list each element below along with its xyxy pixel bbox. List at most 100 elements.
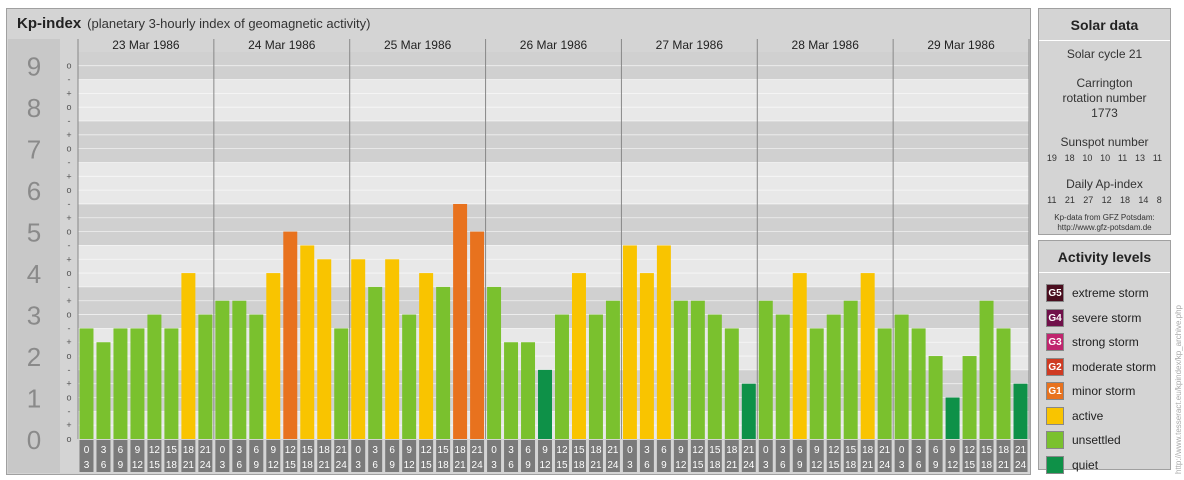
y-subtick-label: o [66, 61, 71, 71]
hour-end-label: 3 [627, 460, 633, 471]
kp-bar [215, 300, 230, 439]
hour-end-label: 18 [845, 460, 857, 471]
legend-swatch: G3 [1046, 333, 1064, 352]
kp-bar [724, 328, 739, 439]
hour-label-box [130, 440, 145, 472]
hour-end-label: 6 [508, 460, 514, 471]
y-subtick-label: - [68, 75, 71, 85]
hour-label-box [249, 440, 264, 472]
y-subtick-label: + [66, 171, 71, 181]
kp-bar [826, 314, 841, 439]
y-tick-label: 2 [27, 342, 41, 372]
hour-end-label: 9 [254, 460, 260, 471]
sunspot-value: 18 [1064, 153, 1075, 163]
legend-label: severe storm [1072, 310, 1142, 325]
hour-label-box [368, 440, 383, 472]
hour-start-label: 18 [319, 445, 331, 456]
kp-bar [809, 328, 824, 439]
hour-label-box [181, 440, 196, 472]
legend-swatch [1046, 431, 1064, 450]
hour-label-box [453, 440, 468, 472]
y-subtick-label: + [66, 88, 71, 98]
hour-end-label: 21 [319, 460, 331, 471]
y-subtick-label: - [68, 240, 71, 250]
day-label: 27 Mar 1986 [656, 38, 724, 52]
legend-swatch: G5 [1046, 284, 1064, 303]
ap-value: 11 [1047, 195, 1057, 205]
hour-end-label: 9 [797, 460, 803, 471]
y-tick-label: 9 [27, 52, 41, 82]
hour-start-label: 12 [828, 445, 840, 456]
hour-end-label: 6 [644, 460, 650, 471]
hour-end-label: 24 [879, 460, 891, 471]
hour-label-box [79, 440, 94, 472]
y-tick-label: 8 [27, 93, 41, 123]
hour-start-label: 15 [709, 445, 721, 456]
hour-start-label: 15 [845, 445, 857, 456]
sunspot-values: 19 18 10 10 11 13 11 [1039, 150, 1170, 163]
hour-end-label: 12 [811, 460, 823, 471]
hour-start-label: 6 [661, 445, 667, 456]
y-subtick-label: o [66, 102, 71, 112]
kp-bar [707, 314, 722, 439]
kp-bar [266, 273, 281, 439]
activity-legend: G5 extreme storm G4 severe storm G3 strong st… [1039, 273, 1170, 477]
hour-start-label: 6 [797, 445, 803, 456]
hour-end-label: 15 [149, 460, 161, 471]
day-label: 26 Mar 1986 [520, 38, 588, 52]
ap-value: 18 [1120, 195, 1131, 205]
kp-bar [368, 286, 383, 439]
hour-start-label: 18 [998, 445, 1010, 456]
hour-start-label: 0 [220, 445, 226, 456]
kp-bar [673, 300, 688, 439]
hour-end-label: 12 [947, 460, 959, 471]
level-band [78, 203, 1029, 246]
y-subtick-label: o [66, 185, 71, 195]
hour-start-label: 6 [933, 445, 939, 456]
y-subtick-label: + [66, 130, 71, 140]
hour-start-label: 12 [556, 445, 568, 456]
hour-end-label: 24 [607, 460, 619, 471]
hour-end-label: 21 [998, 460, 1010, 471]
hour-start-label: 9 [406, 445, 412, 456]
hour-end-label: 18 [573, 460, 585, 471]
y-subtick-label: o [66, 144, 71, 154]
chart-title: Kp-index [17, 15, 82, 32]
hour-label-box [826, 440, 841, 472]
hour-label-box [605, 440, 620, 472]
ap-value: 8 [1156, 195, 1162, 205]
y-subtick-label: + [66, 254, 71, 264]
legend-label: moderate storm [1072, 359, 1157, 374]
hour-end-label: 21 [183, 460, 195, 471]
chart-header: Kp-index (planetary 3-hourly index of geo… [17, 15, 370, 32]
sunspot-value: 13 [1134, 153, 1145, 163]
data-source-link[interactable]: http://www.gfz-potsdam.de [1057, 223, 1152, 232]
y-subtick-label: + [66, 379, 71, 389]
legend-item: G4 severe storm [1039, 306, 1170, 331]
hour-start-label: 3 [101, 445, 107, 456]
hour-start-label: 15 [166, 445, 178, 456]
y-tick-label: 1 [27, 384, 41, 414]
hour-start-label: 12 [964, 445, 976, 456]
hour-label-box [436, 440, 451, 472]
kp-bar [198, 314, 213, 439]
hour-start-label: 12 [149, 445, 161, 456]
hour-end-label: 18 [709, 460, 721, 471]
kp-bar [113, 328, 128, 439]
ap-value: 27 [1083, 195, 1094, 205]
y-tick-label: 4 [27, 259, 41, 289]
hour-label-box [588, 440, 603, 472]
hour-label-box [639, 440, 654, 472]
legend-item: G3 strong storm [1039, 330, 1170, 355]
hour-end-label: 15 [828, 460, 840, 471]
solar-data-panel: Solar data Solar cycle 21 Carrington rot… [1038, 8, 1171, 235]
hour-label-box [334, 440, 349, 472]
hour-label-box [860, 440, 875, 472]
hour-end-label: 9 [389, 460, 395, 471]
legend-item: G1 minor storm [1039, 379, 1170, 404]
hour-end-label: 3 [220, 460, 226, 471]
kp-bar [775, 314, 790, 439]
hour-start-label: 18 [183, 445, 195, 456]
hour-start-label: 0 [763, 445, 769, 456]
hour-label-box [894, 440, 909, 472]
